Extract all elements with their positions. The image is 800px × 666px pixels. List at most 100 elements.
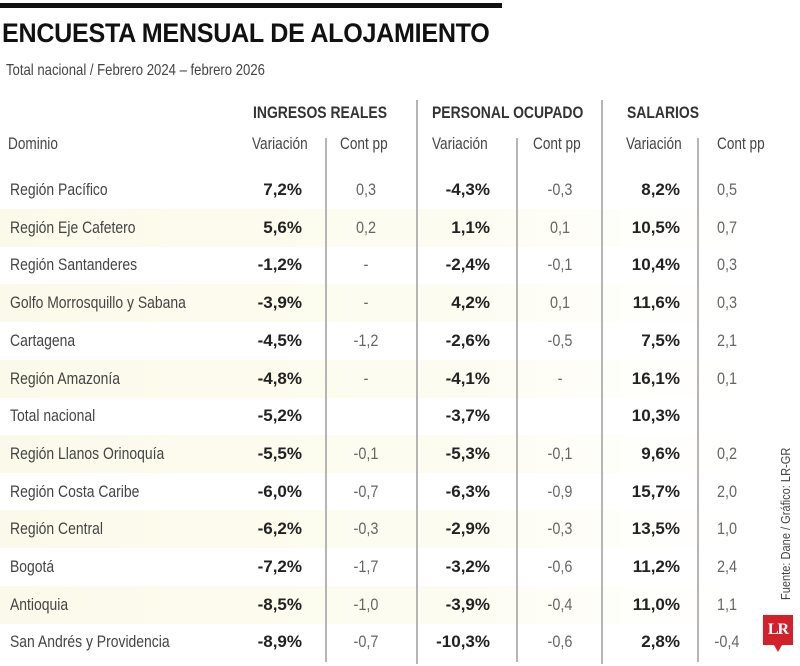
table-row: Región Central -6,2% -0,3 -2,9% -0,3 13,5% 1,0	[0, 510, 740, 549]
cell-sal-pp: 0,7	[716, 217, 738, 237]
cell-ing-var: -5,5%	[257, 443, 302, 463]
cell-name: Región Central	[10, 519, 103, 539]
cell-ing-pp: -0,3	[353, 519, 379, 539]
cell-per-var: -2,4%	[445, 255, 490, 275]
cell-name: Cartagena	[10, 330, 76, 350]
cell-per-pp: -	[557, 368, 563, 388]
cell-per-pp: -0,9	[547, 481, 573, 501]
cell-sal-var: 2,8%	[641, 632, 680, 652]
cell-sal-var: 16,1%	[631, 368, 680, 388]
table-row: Golfo Morrosquillo y Sabana -3,9% - 4,2% 0,1…	[0, 284, 740, 323]
cell-name: Golfo Morrosquillo y Sabana	[10, 293, 186, 313]
cell-sal-var: 10,5%	[631, 217, 680, 237]
cell-sal-var: 10,4%	[631, 255, 680, 275]
cell-per-pp: -0,6	[547, 632, 573, 652]
lr-logo-icon: LR	[763, 615, 793, 645]
cell-per-var: -10,3%	[436, 632, 490, 652]
table-row: Región Santanderes -1,2% - -2,4% -0,1 10,4% 0,…	[0, 246, 740, 284]
cell-ing-pp	[335, 397, 396, 435]
divider-personal-minor	[516, 138, 518, 662]
cell-per-pp	[526, 397, 594, 435]
cell-ing-var: -3,9%	[257, 293, 302, 313]
table-row: San Andrés y Providencia -8,9% -0,7 -10,3% -…	[0, 623, 740, 661]
cell-sal-pp: 0,3	[716, 255, 738, 275]
cell-ing-var: -4,8%	[257, 368, 302, 388]
chart-subtitle: Total nacional / Febrero 2024 – febrero …	[6, 62, 265, 79]
cell-name: Región Amazonía	[10, 368, 121, 388]
cell-sal-var: 13,5%	[631, 519, 680, 539]
cell-ing-var: 5,6%	[263, 217, 302, 237]
group-header-salarios: SALARIOS	[627, 103, 700, 122]
cell-per-var: -5,3%	[445, 443, 490, 463]
table-row: Región Pacífico 7,2% 0,3 -4,3% -0,3 8,2% 0,5	[0, 171, 740, 209]
column-header-dominio: Dominio	[8, 134, 58, 153]
cell-sal-pp: 0,1	[716, 368, 738, 388]
table-row: Región Amazonía -4,8% - -4,1% - 16,1% 0,1	[0, 359, 740, 398]
cell-sal-var: 11,6%	[632, 293, 680, 313]
cell-per-pp: -0,6	[547, 557, 573, 576]
table-row: Región Eje Cafetero 5,6% 0,2 1,1% 0,1 10,5% 0,…	[0, 208, 740, 247]
cell-per-var: -4,3%	[445, 180, 490, 199]
cell-per-pp: 0,1	[549, 217, 571, 237]
logo-tail	[774, 645, 782, 652]
column-header-ingresos-contpp: Cont pp	[340, 134, 388, 153]
top-rule	[0, 3, 502, 8]
cell-per-var: 4,2%	[451, 293, 490, 313]
cell-ing-pp: -	[363, 255, 369, 275]
column-header-personal-contpp: Cont pp	[533, 134, 581, 153]
cell-name: San Andrés y Providencia	[10, 632, 170, 652]
cell-per-pp: 0,1	[549, 293, 571, 313]
cell-ing-var: -5,2%	[257, 406, 302, 426]
cell-sal-pp: 1,1	[716, 594, 738, 614]
group-header-personal: PERSONAL OCUPADO	[432, 103, 584, 122]
cell-name: Región Llanos Orinoquía	[10, 443, 165, 463]
cell-name: Región Santanderes	[10, 255, 138, 275]
cell-sal-var: 7,5%	[641, 330, 680, 350]
cell-ing-var: -8,5%	[257, 594, 302, 614]
cell-ing-pp: -	[363, 368, 369, 388]
cell-sal-var: 8,2%	[641, 180, 680, 199]
cell-per-var: -3,2%	[445, 557, 490, 576]
cell-per-var: -2,6%	[445, 330, 490, 350]
cell-name: Región Eje Cafetero	[10, 217, 136, 237]
cell-sal-var: 10,3%	[631, 406, 680, 426]
cell-per-var: -3,7%	[445, 406, 490, 426]
divider-major-1	[416, 100, 418, 664]
table-row: Cartagena -4,5% -1,2 -2,6% -0,5 7,5% 2,1	[0, 322, 740, 360]
table-row: Bogotá -7,2% -1,7 -3,2% -0,6 11,2% 2,4	[0, 548, 740, 586]
table-row: Total nacional -5,2% -3,7% 10,3%	[0, 397, 740, 435]
cell-sal-var: 11,2%	[632, 557, 680, 576]
column-header-ingresos-variacion: Variación	[252, 134, 308, 153]
cell-ing-var: -7,2%	[257, 557, 302, 576]
cell-ing-pp: -0,7	[353, 481, 379, 501]
column-header-salarios-variacion: Variación	[626, 134, 682, 153]
cell-ing-var: 7,2%	[263, 180, 302, 199]
cell-per-pp: -0,1	[547, 255, 573, 275]
cell-ing-var: -4,5%	[257, 330, 302, 350]
cell-sal-pp: 0,5	[716, 180, 738, 199]
cell-sal-pp: 0,2	[716, 443, 738, 463]
cell-ing-var: -1,2%	[257, 255, 302, 275]
cell-per-var: -3,9%	[445, 594, 490, 614]
cell-per-var: -4,1%	[445, 368, 490, 388]
divider-ingresos-minor	[325, 138, 327, 662]
cell-name: Bogotá	[10, 557, 55, 576]
cell-ing-var: -6,2%	[257, 519, 302, 539]
cell-ing-pp: 0,3	[355, 180, 377, 199]
cell-sal-var: 11,0%	[632, 594, 680, 614]
cell-sal-pp	[702, 397, 751, 435]
column-header-salarios-contpp: Cont pp	[717, 134, 765, 153]
source-note: Fuente: Dane / Gráfico: LR-GR	[778, 447, 793, 600]
cell-sal-pp: 0,3	[716, 293, 738, 313]
divider-salarios-minor	[697, 138, 699, 662]
cell-ing-var: -8,9%	[257, 632, 302, 652]
cell-per-pp: -0,4	[547, 594, 573, 614]
cell-per-pp: -0,3	[547, 519, 573, 539]
cell-per-pp: -0,1	[547, 443, 573, 463]
chart-title: ENCUESTA MENSUAL DE ALOJAMIENTO	[2, 18, 490, 48]
cell-ing-pp: -0,1	[353, 443, 379, 463]
cell-sal-pp: -0,4	[714, 632, 740, 652]
cell-ing-pp: -1,7	[353, 557, 379, 576]
cell-ing-var: -6,0%	[257, 481, 302, 501]
cell-ing-pp: -	[363, 293, 369, 313]
